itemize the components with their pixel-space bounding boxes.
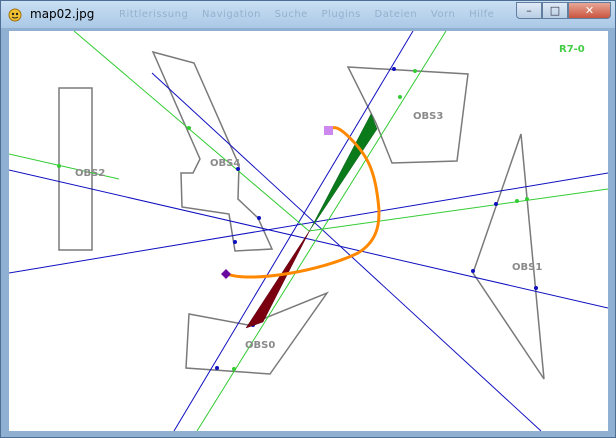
minimize-button[interactable]: – (516, 2, 542, 19)
title-bar[interactable]: map02.jpg Rittlerissung Navigation Suche… (1, 1, 615, 28)
obstacle-obs1 (472, 133, 545, 380)
green-cone (309, 113, 378, 231)
app-icon (8, 8, 22, 22)
maximize-button[interactable]: □ (542, 2, 568, 19)
blue-line (9, 172, 608, 274)
window-title: map02.jpg (30, 7, 95, 21)
blue-line (151, 72, 542, 431)
ghost-menu-item: Navigation (202, 9, 261, 20)
status-code: R7-0 (559, 44, 585, 55)
obstacle-obs3 (346, 66, 469, 164)
obstacle-label-obs4: OBS4 (210, 158, 240, 169)
start-marker (221, 269, 231, 279)
obstacle-label-obs1: OBS1 (512, 262, 542, 273)
goal-marker (324, 126, 333, 135)
green-line (73, 31, 310, 232)
green-line (9, 153, 120, 180)
green-line (196, 31, 447, 431)
obstacle-label-obs0: OBS0 (245, 340, 275, 351)
map-canvas[interactable]: OBS2 OBS4 OBS3 OBS1 OBS0 R7-0 (9, 31, 608, 431)
window-controls: – □ ✕ (516, 2, 611, 19)
obstacle-label-obs3: OBS3 (413, 111, 443, 122)
ghost-menu-item: Hilfe (469, 9, 495, 20)
ghost-menu: Rittlerissung Navigation Suche Plugins D… (119, 9, 504, 20)
robot-path (226, 126, 381, 279)
ghost-menu-item: Dateien (374, 9, 418, 20)
blue-line (9, 169, 608, 309)
ghost-menu-item: Suche (274, 9, 308, 20)
ghost-menu-item: Rittlerissung (119, 9, 189, 20)
obstacle-obs4 (151, 50, 274, 252)
blue-line (173, 31, 414, 431)
green-line (308, 188, 608, 232)
obstacle-obs2 (58, 87, 93, 251)
close-button[interactable]: ✕ (568, 2, 611, 19)
ghost-menu-item: Vorn (430, 9, 456, 20)
green-points (57, 69, 529, 371)
obstacle-label-obs2: OBS2 (75, 168, 105, 179)
map-drawing: OBS2 OBS4 OBS3 OBS1 OBS0 R7-0 (9, 31, 608, 431)
ghost-menu-item: Plugins (321, 9, 361, 20)
red-cone (245, 229, 311, 329)
obstacle-obs0 (185, 291, 330, 375)
